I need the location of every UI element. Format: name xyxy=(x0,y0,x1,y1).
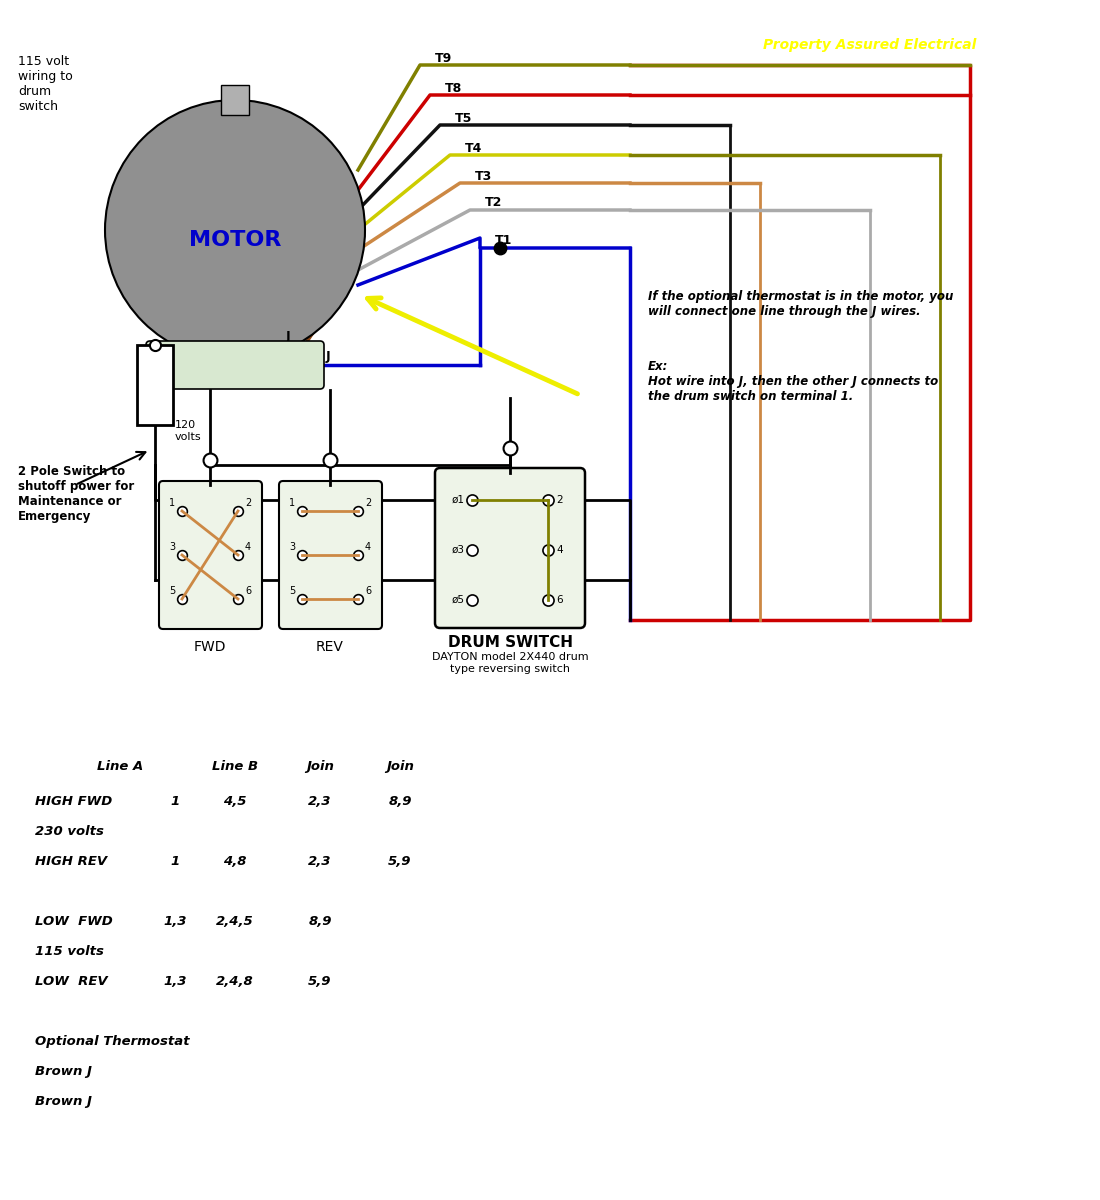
Text: 2: 2 xyxy=(365,498,371,508)
Text: 3: 3 xyxy=(169,542,175,552)
FancyBboxPatch shape xyxy=(146,341,324,389)
Text: ø5: ø5 xyxy=(451,595,464,605)
Text: 2: 2 xyxy=(557,494,563,505)
Text: T8: T8 xyxy=(446,82,462,95)
Text: J: J xyxy=(326,350,330,362)
Text: 8,9: 8,9 xyxy=(388,794,411,808)
Text: T5: T5 xyxy=(455,112,472,125)
Text: ø1: ø1 xyxy=(451,494,464,505)
Text: T3: T3 xyxy=(475,169,493,182)
Text: 1,3: 1,3 xyxy=(163,974,187,988)
Text: 4: 4 xyxy=(557,545,563,554)
Bar xyxy=(221,85,249,115)
Text: 4,5: 4,5 xyxy=(223,794,246,808)
Text: 4: 4 xyxy=(365,542,371,552)
Text: 3: 3 xyxy=(289,542,295,552)
Text: Line B: Line B xyxy=(212,760,258,773)
FancyBboxPatch shape xyxy=(160,481,262,629)
Text: 1: 1 xyxy=(170,854,179,868)
Text: T2: T2 xyxy=(485,197,503,210)
Text: DRUM SWITCH: DRUM SWITCH xyxy=(448,635,572,650)
Text: 115 volts: 115 volts xyxy=(35,946,103,958)
Text: FWD: FWD xyxy=(194,640,227,654)
Text: 1: 1 xyxy=(169,498,175,508)
Text: HIGH FWD: HIGH FWD xyxy=(35,794,112,808)
Text: Line A: Line A xyxy=(97,760,143,773)
Text: Brown J: Brown J xyxy=(35,1094,92,1108)
Text: LOW  REV: LOW REV xyxy=(35,974,108,988)
Text: J: J xyxy=(286,330,290,343)
Text: 2,4,8: 2,4,8 xyxy=(216,974,254,988)
Text: 4: 4 xyxy=(245,542,251,552)
Text: 1: 1 xyxy=(170,794,179,808)
Text: 230 volts: 230 volts xyxy=(35,826,103,838)
Text: 2 Pole Switch to
shutoff power for
Maintenance or
Emergency: 2 Pole Switch to shutoff power for Maint… xyxy=(18,464,134,523)
Text: HIGH REV: HIGH REV xyxy=(35,854,107,868)
Text: Optional Thermostat: Optional Thermostat xyxy=(35,1034,189,1048)
Text: 5,9: 5,9 xyxy=(308,974,332,988)
Text: 8,9: 8,9 xyxy=(308,914,332,928)
Text: 4,8: 4,8 xyxy=(223,854,246,868)
Text: 2,3: 2,3 xyxy=(308,854,332,868)
Text: T1: T1 xyxy=(495,234,513,247)
Text: REV: REV xyxy=(316,640,344,654)
Text: T9: T9 xyxy=(434,52,452,65)
Text: 120 volts: 120 volts xyxy=(185,347,236,358)
Text: If the optional thermostat is in the motor, you
will connect one line through th: If the optional thermostat is in the mot… xyxy=(648,290,954,318)
Text: 6: 6 xyxy=(557,595,563,605)
Text: ø3: ø3 xyxy=(451,545,464,554)
Text: Join: Join xyxy=(386,760,414,773)
Text: Ex:
Hot wire into J, then the other J connects to
the drum switch on terminal 1.: Ex: Hot wire into J, then the other J co… xyxy=(648,360,938,403)
Text: T4: T4 xyxy=(465,142,483,155)
Circle shape xyxy=(104,100,365,360)
Text: LOW  FWD: LOW FWD xyxy=(35,914,112,928)
Text: 2,4,5: 2,4,5 xyxy=(216,914,254,928)
Text: 1: 1 xyxy=(289,498,295,508)
Text: DAYTON model 2X440 drum
type reversing switch: DAYTON model 2X440 drum type reversing s… xyxy=(431,652,588,673)
Text: 2,3: 2,3 xyxy=(308,794,332,808)
Text: 5: 5 xyxy=(289,586,295,596)
Text: Brown J: Brown J xyxy=(35,1066,92,1078)
FancyBboxPatch shape xyxy=(434,468,585,628)
Text: MOTOR: MOTOR xyxy=(189,230,282,250)
Text: 115 volt
wiring to
drum
switch: 115 volt wiring to drum switch xyxy=(18,55,73,113)
Text: 2: 2 xyxy=(245,498,251,508)
FancyBboxPatch shape xyxy=(279,481,382,629)
Text: 6: 6 xyxy=(365,586,371,596)
Text: 1,3: 1,3 xyxy=(163,914,187,928)
Text: Join: Join xyxy=(306,760,334,773)
Text: Property Assured Electrical: Property Assured Electrical xyxy=(763,38,977,52)
Text: 5,9: 5,9 xyxy=(388,854,411,868)
Text: 120
volts: 120 volts xyxy=(175,420,201,442)
Text: 5: 5 xyxy=(169,586,175,596)
Text: 6: 6 xyxy=(245,586,251,596)
Bar xyxy=(138,346,173,425)
